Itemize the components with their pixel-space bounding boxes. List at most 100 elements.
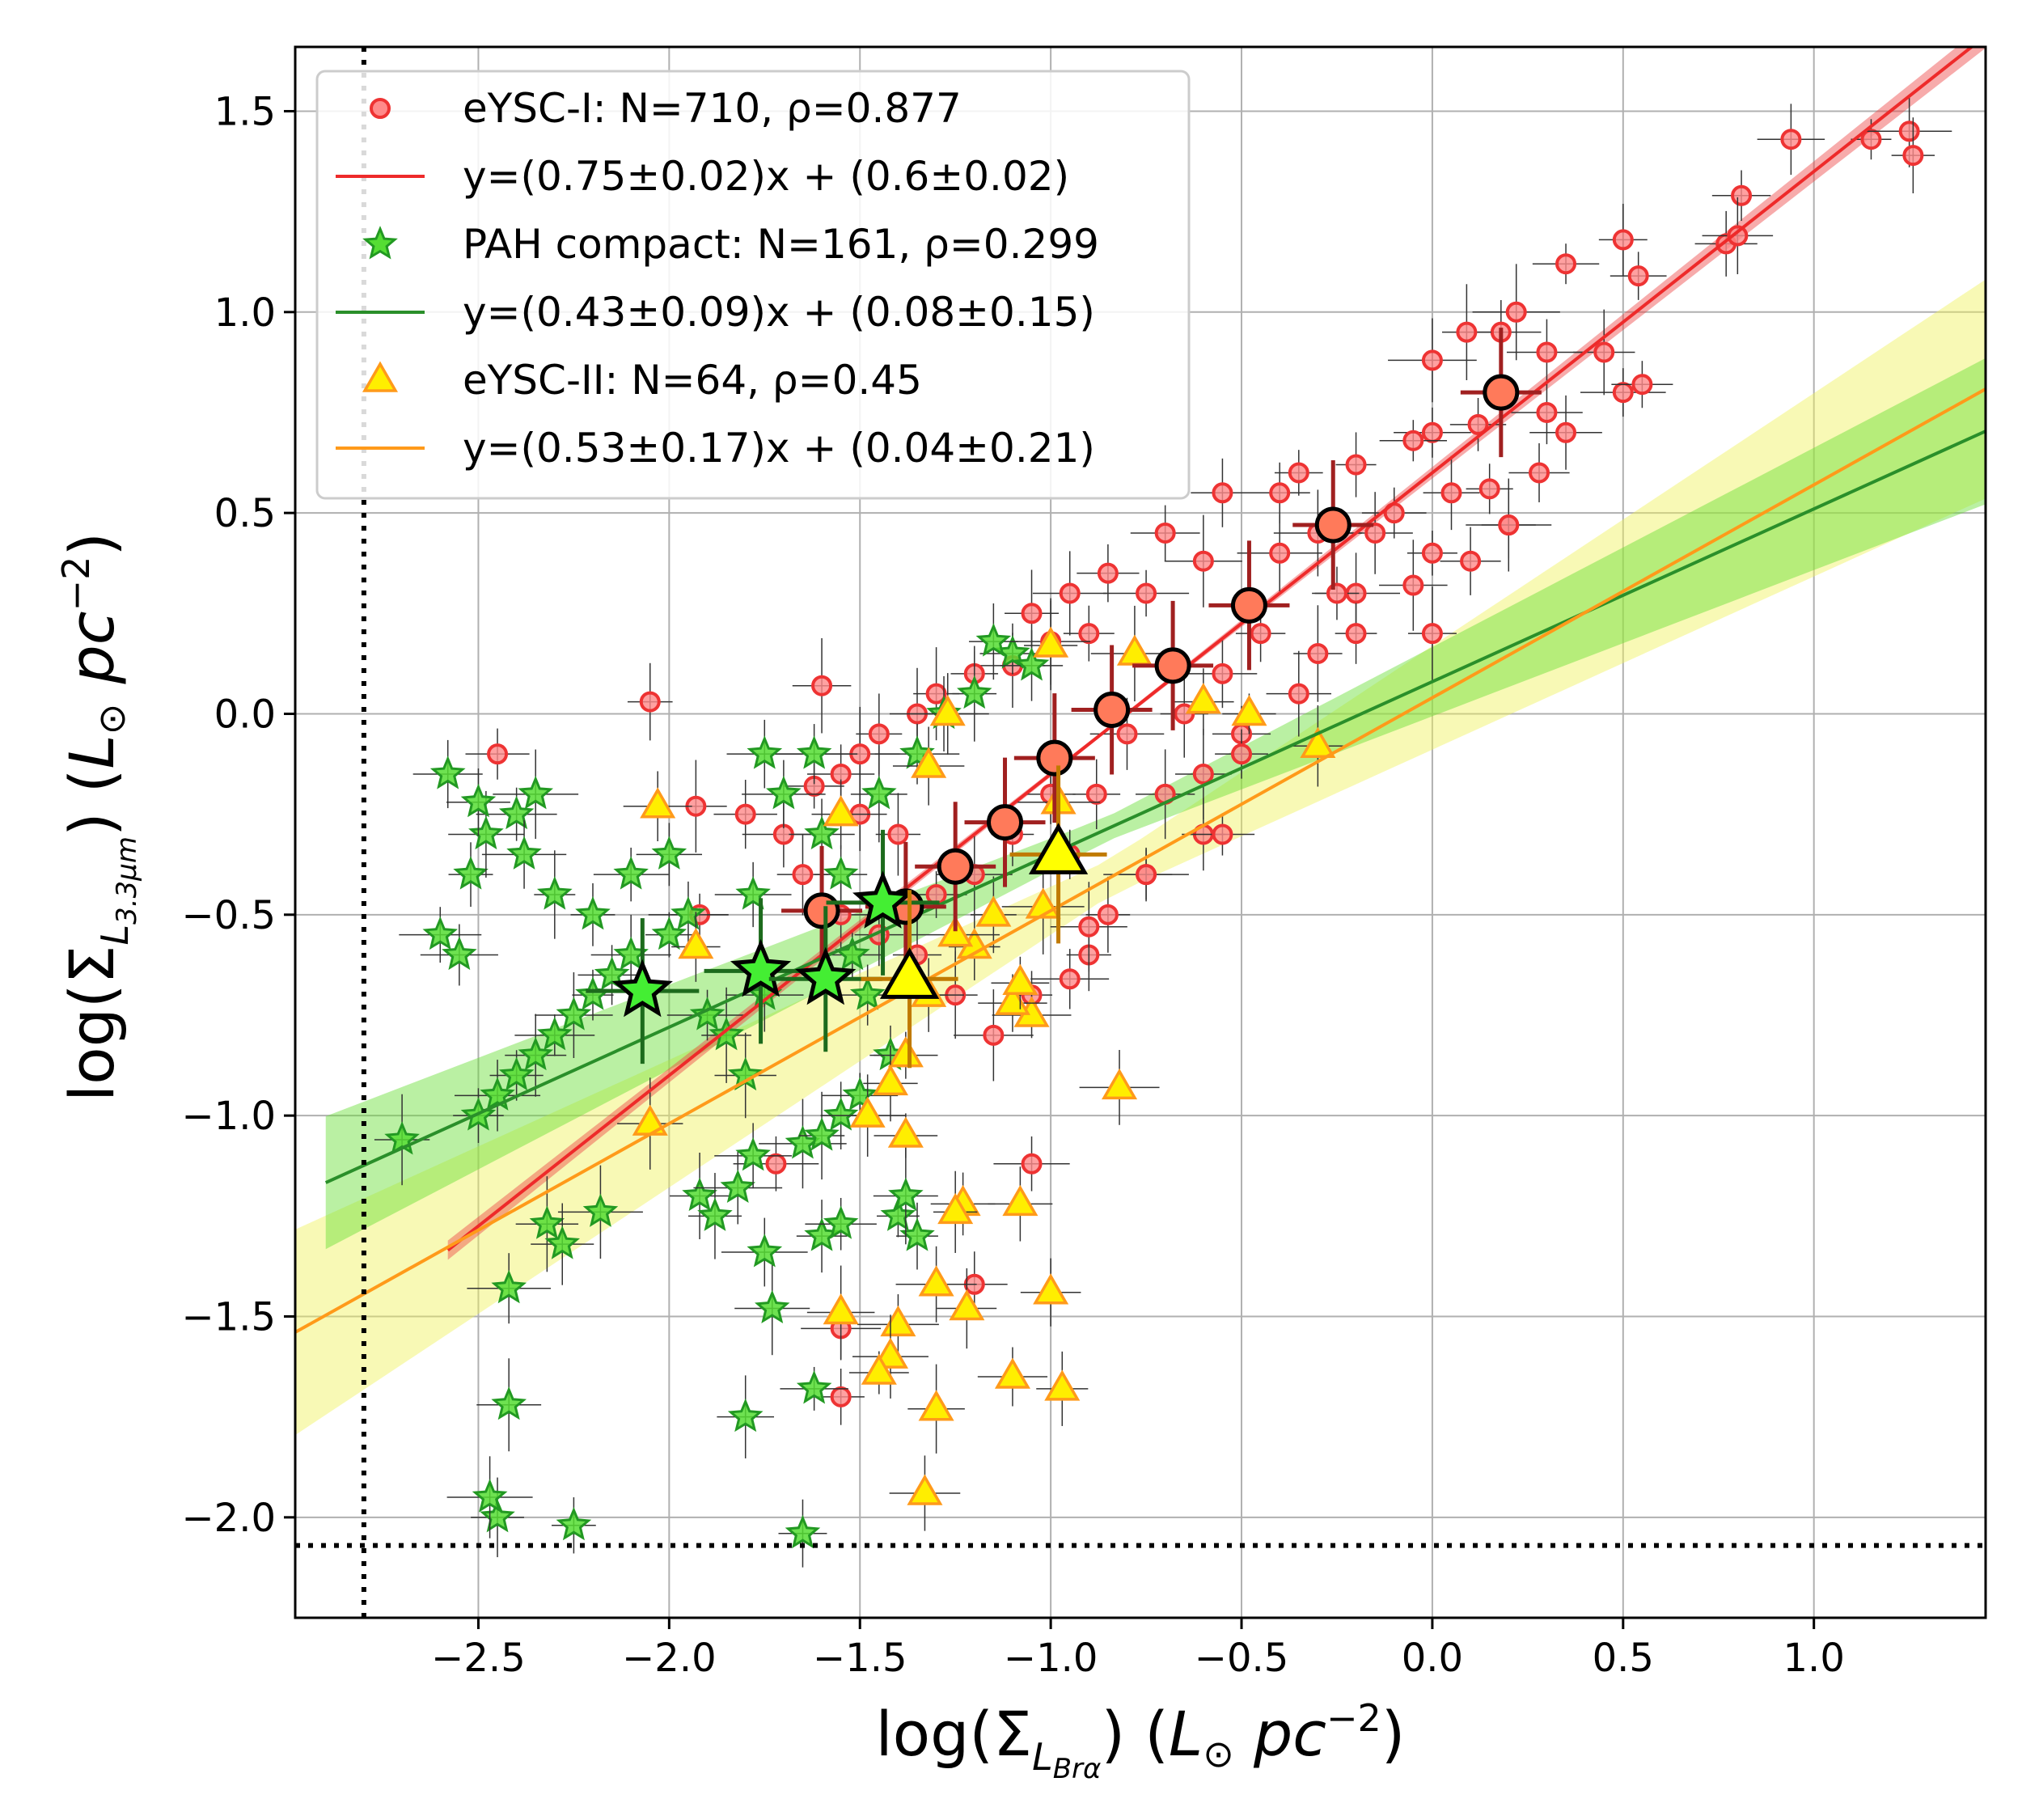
eysc2-point	[994, 1357, 1030, 1389]
eysc1-point	[1536, 401, 1558, 423]
pah-point	[453, 856, 489, 890]
eysc1-binned-point	[803, 892, 840, 929]
pah-point	[422, 916, 458, 950]
eysc1-point	[765, 1153, 787, 1175]
eysc1-binned-point	[1483, 374, 1520, 411]
y-tick-label: −2.0	[181, 1496, 276, 1541]
pah-point	[785, 1514, 821, 1549]
eysc1-point	[734, 803, 756, 825]
y-tick-label: −1.0	[181, 1094, 276, 1139]
eysc1-point	[983, 1024, 1005, 1046]
eysc1-point	[1536, 341, 1558, 363]
eysc1-binned-point	[937, 848, 974, 885]
pah-point	[491, 1269, 527, 1304]
eysc2-binned-point	[1028, 823, 1089, 874]
eysc1-point	[1902, 145, 1924, 167]
pah-point	[506, 836, 542, 870]
eysc2-point	[949, 1289, 985, 1321]
eysc2-point	[1185, 683, 1221, 714]
eysc1-binned-point	[1230, 586, 1267, 624]
x-tick-label: −1.5	[813, 1636, 907, 1681]
pah-point	[651, 836, 687, 870]
eysc1-point	[1192, 550, 1214, 572]
pah-point	[498, 1056, 535, 1091]
eysc2-point	[918, 1390, 954, 1421]
eysc2-point	[1033, 1273, 1069, 1305]
binned-points	[586, 328, 1542, 1069]
eysc2-point	[1044, 1369, 1081, 1401]
pah-point	[720, 1169, 755, 1204]
pah-point	[460, 783, 497, 818]
eysc1-point	[1059, 968, 1081, 990]
eysc1-point	[1085, 783, 1107, 805]
eysc2-point	[1002, 1184, 1038, 1217]
eysc2-point	[872, 1064, 909, 1096]
fit-lines	[295, 47, 1986, 1334]
eysc1-binned-point	[1093, 692, 1131, 729]
eysc2-point	[907, 1474, 943, 1505]
eysc2-point	[975, 895, 1012, 927]
legend-circle-marker	[370, 98, 391, 119]
eysc1-point	[1780, 129, 1802, 150]
y-tick-label: 0.5	[214, 491, 276, 536]
eysc1-point	[1505, 301, 1527, 323]
pah-binned-point	[611, 959, 673, 1018]
pah-point	[594, 956, 630, 990]
eysc1-point	[1212, 823, 1233, 845]
pah-point	[804, 815, 840, 850]
eysc1-point	[1212, 482, 1233, 504]
eysc1-point	[925, 683, 947, 705]
pah-point	[498, 795, 535, 830]
eysc2-point	[929, 694, 966, 726]
pah-point	[804, 1117, 840, 1151]
pah-point	[796, 1370, 832, 1404]
eysc1-point	[830, 1386, 852, 1407]
pah-point	[823, 1097, 859, 1131]
eysc2-point	[937, 1192, 974, 1225]
pah-point	[575, 895, 611, 930]
legend-label: y=(0.75±0.02)x + (0.6±0.02)	[463, 153, 1069, 200]
legend-label: eYSC-I: N=710, ρ=0.877	[463, 85, 962, 132]
eysc1-point	[1078, 916, 1100, 938]
eysc1-point	[1478, 478, 1500, 500]
pah-point	[529, 1205, 565, 1239]
pah-point	[747, 735, 783, 769]
eysc2-point	[911, 747, 947, 778]
eysc1-point	[1456, 321, 1478, 343]
eysc2-point	[823, 1293, 859, 1325]
x-tick-label: 1.0	[1783, 1636, 1845, 1681]
plot-frame	[294, 45, 1987, 1619]
pah-point	[556, 1506, 592, 1541]
x-tick-label: 0.5	[1593, 1636, 1654, 1681]
pah-point	[518, 1036, 553, 1071]
eysc1-point	[1288, 683, 1309, 705]
eysc1-point	[1460, 550, 1482, 572]
eysc2-point	[887, 1036, 924, 1068]
eysc1-point	[1097, 904, 1119, 925]
eysc2-point	[823, 795, 859, 827]
eysc1-point	[1593, 341, 1615, 363]
pah-point	[1013, 647, 1050, 681]
eysc1-point	[1898, 121, 1920, 142]
eysc1-point	[1555, 421, 1577, 443]
eysc1-point	[1212, 662, 1233, 684]
pah-point	[651, 916, 687, 950]
pah-point	[735, 1136, 771, 1171]
pah-binned-point	[795, 946, 857, 1005]
legend-label: PAH compact: N=161, ρ=0.299	[463, 221, 1099, 268]
eysc1-point	[487, 743, 509, 765]
pah-point	[861, 775, 897, 810]
eysc2-point	[1002, 963, 1038, 996]
eysc2-point	[1102, 1068, 1138, 1100]
eysc1-point	[639, 691, 661, 713]
pah-point	[747, 1234, 783, 1268]
x-tick-label: −0.5	[1195, 1636, 1289, 1681]
eysc1-point	[1078, 623, 1100, 645]
pah-point	[472, 1479, 508, 1513]
x-tick-label: −2.5	[431, 1636, 526, 1681]
pah-point	[957, 675, 992, 709]
pah-point	[582, 1193, 619, 1227]
legend-box	[315, 70, 1191, 500]
pah-point	[491, 1386, 527, 1420]
